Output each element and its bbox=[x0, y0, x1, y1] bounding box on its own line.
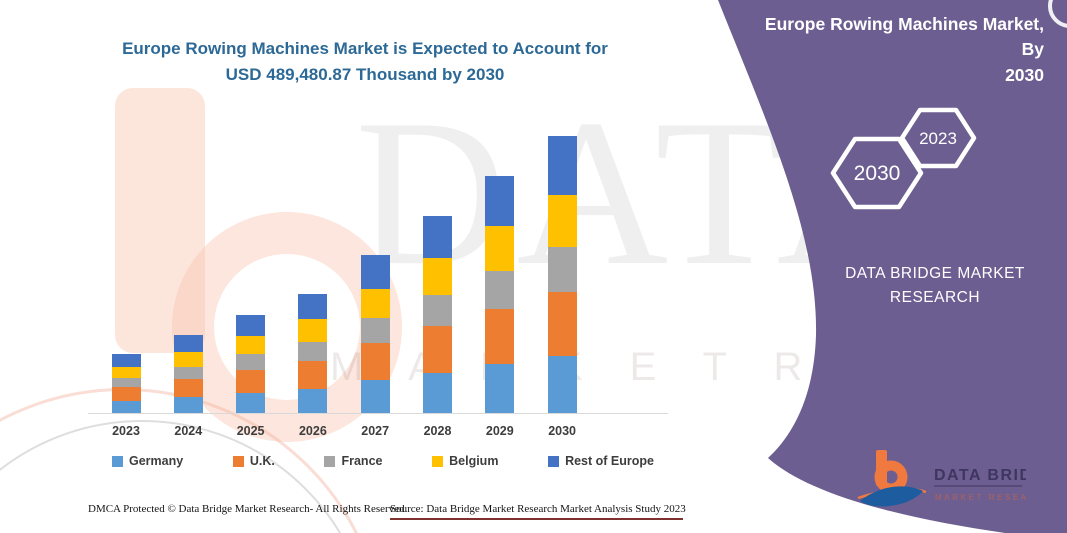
segment-u-k--2024 bbox=[173, 379, 203, 398]
logo-b-bowl bbox=[874, 460, 908, 494]
stacked-bar-2024 bbox=[173, 334, 203, 413]
segment-u-k--2025 bbox=[236, 369, 266, 393]
panel-title: Europe Rowing Machines Market, By 2030 bbox=[742, 12, 1044, 88]
legend-label: Germany bbox=[129, 454, 184, 468]
footer-source-text: Source: Data Bridge Market Research Mark… bbox=[390, 503, 686, 515]
x-axis-line bbox=[88, 413, 668, 414]
panel-title-line2: 2030 bbox=[1005, 64, 1044, 85]
x-axis-label-2024: 2024 bbox=[174, 424, 203, 438]
segment-rest-of-europe-2028 bbox=[423, 215, 452, 259]
panel-brand-text: DATA BRIDGE MARKET RESEARCH bbox=[845, 265, 1025, 307]
footer-maroon-rule bbox=[390, 518, 683, 520]
footer-dmca-text: DMCA Protected © Data Bridge Market Rese… bbox=[88, 503, 408, 515]
stacked-bar-2030 bbox=[547, 136, 577, 413]
stacked-bar-2028 bbox=[423, 215, 452, 413]
segment-rest-of-europe-2025 bbox=[236, 314, 266, 337]
x-axis-label-2028: 2028 bbox=[423, 424, 452, 438]
x-axis-label-2025: 2025 bbox=[236, 424, 265, 438]
chart-title-line2: USD 489,480.87 Thousand by 2030 bbox=[225, 64, 505, 84]
segment-belgium-2029 bbox=[485, 226, 515, 271]
legend-swatch-icon bbox=[232, 455, 244, 467]
legend-label: U.K. bbox=[249, 454, 275, 468]
panel-title-line1: Europe Rowing Machines Market, By bbox=[764, 14, 1044, 60]
segment-u-k--2030 bbox=[547, 291, 577, 356]
stacked-bar-plot: 2023 2024 2025 2026 2027 2028 2029 2030 bbox=[88, 136, 668, 438]
segment-belgium-2028 bbox=[423, 258, 452, 295]
segment-rest-of-europe-2030 bbox=[547, 136, 577, 196]
legend-label: Belgium bbox=[449, 454, 499, 468]
stacked-bar-2025 bbox=[236, 314, 266, 413]
legend-item-rest-of-europe: Rest of Europe bbox=[548, 454, 654, 468]
stacked-bar-2029 bbox=[485, 175, 515, 413]
legend-swatch-icon bbox=[324, 455, 336, 467]
stacked-bar-2027 bbox=[360, 254, 390, 413]
segment-france-2025 bbox=[236, 354, 266, 370]
chart-title: Europe Rowing Machines Market is Expecte… bbox=[75, 36, 655, 87]
segment-france-2027 bbox=[360, 318, 390, 344]
legend-label: Rest of Europe bbox=[565, 454, 654, 468]
segment-germany-2024 bbox=[173, 397, 203, 413]
legend-item-belgium: Belgium bbox=[432, 454, 498, 468]
segment-belgium-2027 bbox=[360, 288, 390, 319]
segment-germany-2025 bbox=[236, 392, 266, 413]
logo-blue-swoosh bbox=[860, 486, 923, 507]
legend-label: France bbox=[341, 454, 383, 468]
segment-germany-2029 bbox=[485, 364, 515, 413]
segment-belgium-2025 bbox=[236, 336, 266, 355]
hexagon-2030 bbox=[830, 136, 924, 210]
legend-swatch-icon bbox=[112, 455, 123, 467]
year-hexagons: 2030 2023 bbox=[830, 107, 977, 210]
hexagon-2030-label: 2030 bbox=[854, 162, 901, 185]
segment-u-k--2028 bbox=[423, 326, 452, 373]
segment-u-k--2027 bbox=[360, 343, 390, 381]
segment-germany-2023 bbox=[111, 401, 141, 413]
logo-name-text: DATA BRIDGE bbox=[934, 467, 1026, 484]
chart-legend: Germany U.K. France Belgium Rest of Europe bbox=[112, 454, 654, 468]
x-axis-label-2026: 2026 bbox=[298, 424, 327, 438]
segment-u-k--2026 bbox=[298, 360, 328, 389]
x-axis-label-2029: 2029 bbox=[485, 424, 514, 438]
segment-france-2029 bbox=[485, 270, 515, 309]
hexagon-2023 bbox=[899, 107, 977, 169]
segment-rest-of-europe-2026 bbox=[298, 293, 328, 320]
segment-rest-of-europe-2023 bbox=[111, 353, 141, 368]
legend-item-france: France bbox=[324, 454, 382, 468]
segment-france-2030 bbox=[547, 247, 577, 292]
chart-title-line1: Europe Rowing Machines Market is Expecte… bbox=[122, 39, 608, 58]
legend-swatch-icon bbox=[548, 455, 560, 467]
stacked-bar-2026 bbox=[298, 293, 328, 413]
x-axis-label-2030: 2030 bbox=[548, 424, 576, 438]
segment-france-2028 bbox=[423, 294, 452, 327]
segment-belgium-2024 bbox=[173, 352, 203, 367]
x-axis-label-2023: 2023 bbox=[112, 424, 140, 438]
segment-germany-2028 bbox=[423, 372, 452, 413]
segment-germany-2027 bbox=[360, 380, 390, 413]
segment-france-2026 bbox=[298, 341, 328, 361]
segment-belgium-2030 bbox=[547, 195, 577, 248]
hexagon-2023-label: 2023 bbox=[919, 129, 957, 148]
stacked-bar-2023 bbox=[111, 353, 141, 413]
segment-u-k--2023 bbox=[111, 387, 141, 402]
segment-rest-of-europe-2024 bbox=[173, 334, 203, 353]
segment-france-2024 bbox=[173, 366, 203, 380]
segment-rest-of-europe-2029 bbox=[485, 175, 515, 227]
segment-rest-of-europe-2027 bbox=[360, 254, 390, 289]
segment-u-k--2029 bbox=[485, 308, 515, 365]
segment-germany-2030 bbox=[547, 355, 577, 413]
logo-tagline-text: MARKET RESEARCH bbox=[935, 493, 1026, 502]
segment-germany-2026 bbox=[298, 388, 328, 413]
segment-belgium-2023 bbox=[111, 367, 141, 379]
legend-item-germany: Germany bbox=[112, 454, 183, 468]
legend-swatch-icon bbox=[432, 455, 444, 467]
x-axis-label-2027: 2027 bbox=[361, 424, 390, 438]
segment-france-2023 bbox=[111, 378, 141, 388]
legend-item-u-k-: U.K. bbox=[232, 454, 275, 468]
databridge-logo: DATA BRIDGE MARKET RESEARCH bbox=[857, 450, 1026, 507]
segment-belgium-2026 bbox=[298, 319, 328, 342]
